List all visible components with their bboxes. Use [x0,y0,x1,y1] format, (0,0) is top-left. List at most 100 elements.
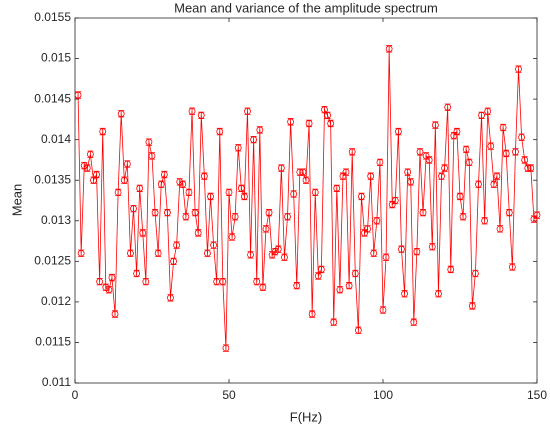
marker [413,248,421,256]
marker [151,209,159,217]
marker [160,171,168,178]
marker [416,148,424,156]
marker [265,209,273,217]
marker [262,225,270,233]
marker [133,270,141,277]
marker [194,229,202,237]
marker [444,103,452,111]
y-tick-label: 0.013 [41,213,71,227]
marker [163,209,171,217]
marker [154,249,162,257]
marker [284,213,291,221]
marker [351,270,359,277]
marker [120,176,128,184]
marker [105,286,113,294]
marker [247,251,254,259]
marker [364,225,372,233]
marker [117,110,125,118]
marker [207,193,214,200]
x-tick-label: 0 [72,388,79,402]
marker [373,217,381,225]
marker [481,217,489,225]
marker [139,229,147,237]
marker [515,65,522,73]
marker [237,184,245,192]
marker [518,133,525,141]
marker [219,278,227,286]
marker [321,106,328,114]
marker [299,168,307,176]
marker [484,107,492,115]
marker [410,318,418,326]
marker [407,178,415,186]
marker [508,263,516,271]
marker [167,294,174,302]
marker [170,257,177,265]
marker [376,158,384,166]
marker [142,278,150,286]
marker [314,272,322,280]
marker [324,111,331,119]
marker [478,111,485,119]
marker [179,180,187,188]
marker [496,225,504,233]
marker [367,172,375,180]
marker [136,184,144,192]
marker [398,245,405,253]
y-tick-label: 0.014 [41,132,71,146]
y-tick-label: 0.0145 [34,91,71,105]
x-tick-label: 100 [373,388,393,402]
marker [259,283,267,291]
marker [333,184,341,192]
marker [302,176,310,184]
marker [394,128,402,135]
marker [533,211,541,219]
marker [293,282,301,290]
marker [225,188,233,196]
marker [234,144,242,152]
y-tick-label: 0.0135 [34,172,71,186]
marker [281,253,288,261]
marker [404,168,412,176]
marker [77,249,85,257]
marker [188,107,196,115]
marker [441,164,449,172]
marker [311,188,319,196]
marker [216,128,224,135]
marker [521,156,529,164]
marker [157,180,165,188]
marker [354,326,362,334]
y-tick-label: 0.0155 [34,10,71,24]
marker [277,164,285,172]
marker [438,172,445,180]
marker [336,286,344,294]
marker [475,180,482,188]
y-tick-label: 0.011 [42,375,71,389]
plot-frame [74,17,538,384]
marker [130,205,137,213]
marker [487,142,495,150]
marker [127,249,134,257]
marker [204,249,211,257]
x-tick-label: 50 [222,388,236,402]
marker [287,118,295,126]
marker [231,213,239,221]
marker [435,290,442,298]
marker [327,120,335,127]
marker [197,111,205,119]
marker [173,241,181,249]
marker [348,148,356,156]
marker [419,209,427,217]
marker [191,209,199,217]
marker [527,164,535,172]
y-tick-label: 0.012 [41,294,71,308]
marker [465,158,473,166]
marker [148,152,156,160]
y-tick-label: 0.0115 [35,335,71,349]
marker [459,213,467,221]
marker [345,282,353,290]
marker [274,245,282,253]
marker [240,193,248,200]
